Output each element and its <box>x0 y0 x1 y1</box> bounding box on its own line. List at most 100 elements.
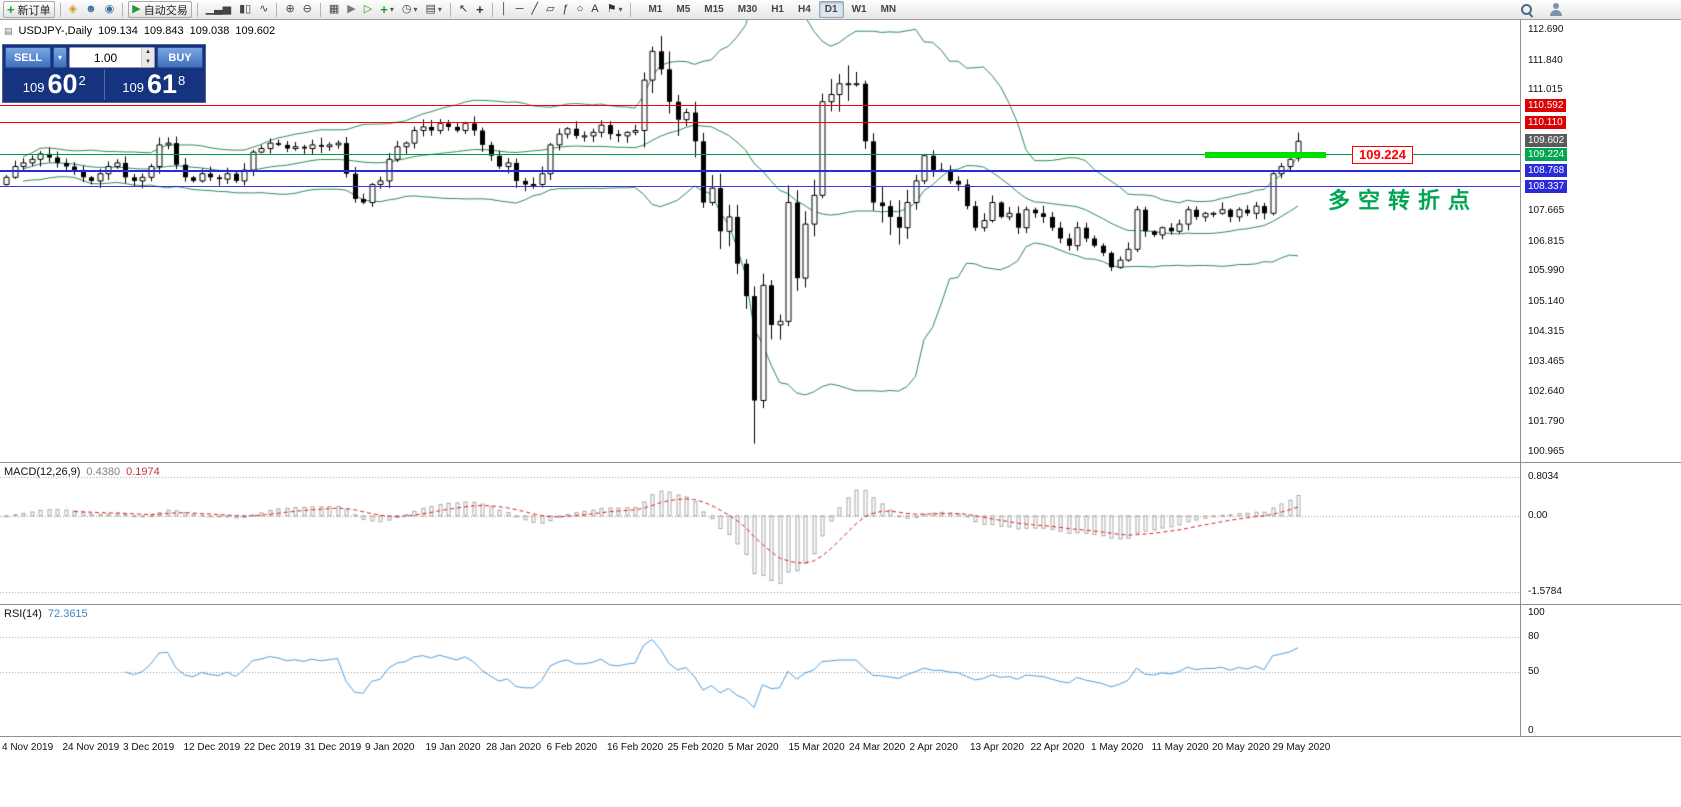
horizontal-line-icon: ─ <box>515 3 524 15</box>
new-order-button[interactable]: + 新订单 <box>3 1 55 18</box>
rsi-indicator-canvas[interactable] <box>0 605 1520 737</box>
toolbar-separator <box>122 2 124 17</box>
horizontal-level-line[interactable] <box>0 170 1520 173</box>
candlestick-chart-button[interactable]: ▮▯ <box>236 1 254 18</box>
sell-price-display[interactable]: 109 60 2 <box>5 70 104 100</box>
horizontal-line-button[interactable]: ─ <box>513 1 527 18</box>
vertical-line-button[interactable]: │ <box>498 1 511 18</box>
timeframe-toolbar: M1 M5 M15 M30 H1 H4 D1 W1 MN <box>641 1 903 18</box>
vertical-line-icon: │ <box>500 3 508 15</box>
price-level-badge: 108.337 <box>1525 179 1568 193</box>
price-annotation-label[interactable]: 109.224 <box>1352 145 1413 164</box>
tile-windows-button[interactable]: ▦ <box>326 1 342 18</box>
chevron-down-icon: ▾ <box>57 53 62 62</box>
volume-increase-button[interactable]: ▲ <box>142 48 154 58</box>
indicators-button[interactable]: + ▾ <box>377 1 397 18</box>
timeframe-m15[interactable]: M15 <box>704 4 724 15</box>
timeframe-m1[interactable]: M1 <box>648 4 663 15</box>
sell-button[interactable]: SELL <box>5 47 51 68</box>
highlight-segment[interactable] <box>1205 151 1326 158</box>
price-tick-label: 102.640 <box>1528 385 1565 397</box>
shapes-icon: ○ <box>576 3 584 15</box>
timeframe-m30[interactable]: M30 <box>737 4 758 15</box>
text-button[interactable]: A <box>588 1 601 18</box>
account-button[interactable] <box>1545 1 1566 18</box>
timeframe-h1[interactable]: H1 <box>771 4 784 15</box>
horizontal-level-line[interactable] <box>0 122 1520 124</box>
chevron-down-icon: ▾ <box>437 5 442 14</box>
crosshair-button[interactable]: + <box>473 1 487 18</box>
periods-button[interactable]: ◷ ▾ <box>399 1 421 18</box>
price-tick-label: 107.665 <box>1528 204 1565 216</box>
date-tick-label: 15 Mar 2020 <box>788 742 845 753</box>
bar-chart-button[interactable]: ▁▃▅ <box>203 1 234 18</box>
date-tick-label: 24 Nov 2019 <box>62 742 120 753</box>
turning-point-note[interactable]: 多空转折点 <box>1328 188 1479 213</box>
timeframe-m5[interactable]: M5 <box>676 4 691 15</box>
market-watch-icon: ◈ <box>68 3 78 15</box>
date-tick-label: 11 May 2020 <box>1151 742 1209 753</box>
fibonacci-button[interactable]: ƒ <box>559 1 571 18</box>
crosshair-icon: + <box>476 2 484 17</box>
timeframe-w1[interactable]: W1 <box>851 4 867 15</box>
price-tick-label: 106.815 <box>1528 235 1565 247</box>
horizontal-level-line[interactable] <box>0 186 1520 188</box>
buy-button[interactable]: BUY <box>157 47 203 68</box>
price-tick-label: 105.990 <box>1528 265 1565 277</box>
price-level-badge: 110.592 <box>1525 98 1567 112</box>
timeframe-h4[interactable]: H4 <box>797 4 811 15</box>
ohlc-close: 109.602 <box>235 25 276 37</box>
profile-button[interactable]: ☻ <box>82 1 100 18</box>
zoom-out-button[interactable]: ⊖ <box>300 1 315 18</box>
volume-decrease-button[interactable]: ▼ <box>142 57 154 67</box>
templates-button[interactable]: ▤ ▾ <box>422 1 444 18</box>
chart-shift-button[interactable]: ▷ <box>361 1 375 18</box>
market-watch-button[interactable]: ◈ <box>66 1 80 18</box>
horizontal-level-line[interactable] <box>0 154 1520 156</box>
shapes-button[interactable]: ○ <box>574 1 587 18</box>
ohlc-low: 109.038 <box>189 25 230 37</box>
volume-preset-dropdown[interactable]: ▾ <box>53 47 67 68</box>
date-tick-label: 6 Feb 2020 <box>546 742 598 753</box>
arrows-button[interactable]: ⚑ ▾ <box>604 1 626 18</box>
date-tick-label: 5 Mar 2020 <box>728 742 779 753</box>
navigator-button[interactable]: ◉ <box>102 1 118 18</box>
rsi-scale-label: 50 <box>1528 666 1540 677</box>
price-chart-canvas[interactable] <box>0 20 1520 463</box>
pane-separator[interactable] <box>0 462 1681 463</box>
chevron-down-icon: ▾ <box>389 5 394 14</box>
ohlc-open: 109.134 <box>98 25 138 37</box>
line-chart-button[interactable]: ∿ <box>256 1 271 18</box>
zoom-in-button[interactable]: ⊕ <box>282 1 297 18</box>
pane-separator[interactable] <box>0 604 1681 605</box>
channel-button[interactable]: ▱ <box>543 1 557 18</box>
zoom-out-icon: ⊖ <box>302 3 312 15</box>
volume-input[interactable] <box>70 48 141 67</box>
macd-indicator-canvas[interactable] <box>0 463 1520 605</box>
auto-scroll-button[interactable]: ▶ <box>344 1 358 18</box>
main-toolbar: + 新订单 ◈ ☻ ◉ ▶ 自动交易 ▁▃▅ ▮▯ ∿ ⊕ ⊖ ▦ ▶ ▷ + ▾ ◷ ▾ ▤ ▾ ↖ + │ ─ ╱ ▱ ƒ ○ A ⚑ ▾… <box>0 0 1681 20</box>
flag-icon: ⚑ <box>606 3 617 15</box>
trendline-button[interactable]: ╱ <box>528 1 541 18</box>
date-tick-label: 2 Apr 2020 <box>909 742 958 753</box>
sell-price-point: 2 <box>78 73 86 88</box>
toolbar-right <box>1515 1 1679 18</box>
line-chart-icon: ∿ <box>259 3 269 15</box>
trendline-icon: ╱ <box>531 3 538 15</box>
date-tick-label: 31 Dec 2019 <box>304 742 362 753</box>
cursor-button[interactable]: ↖ <box>456 1 471 18</box>
navigator-icon: ◉ <box>104 3 115 15</box>
horizontal-level-line[interactable] <box>0 105 1520 107</box>
date-tick-label: 19 Jan 2020 <box>425 742 481 753</box>
autotrade-button[interactable]: ▶ 自动交易 <box>128 1 192 18</box>
rsi-scale-label: 0 <box>1528 725 1534 736</box>
price-scale[interactable]: 112.690 111.840 111.015 107.665 106.815 105.9… <box>1521 20 1680 737</box>
toolbar-separator <box>491 2 493 17</box>
search-button[interactable] <box>1516 1 1537 18</box>
time-scale[interactable]: 4 Nov 2019 24 Nov 2019 3 Dec 2019 12 Dec 20… <box>0 737 1520 762</box>
buy-price-display[interactable]: 109 61 8 <box>103 70 204 100</box>
date-tick-label: 13 Apr 2020 <box>970 742 1024 753</box>
timeframe-mn[interactable]: MN <box>880 4 897 15</box>
timeframe-d1[interactable]: D1 <box>818 1 844 18</box>
